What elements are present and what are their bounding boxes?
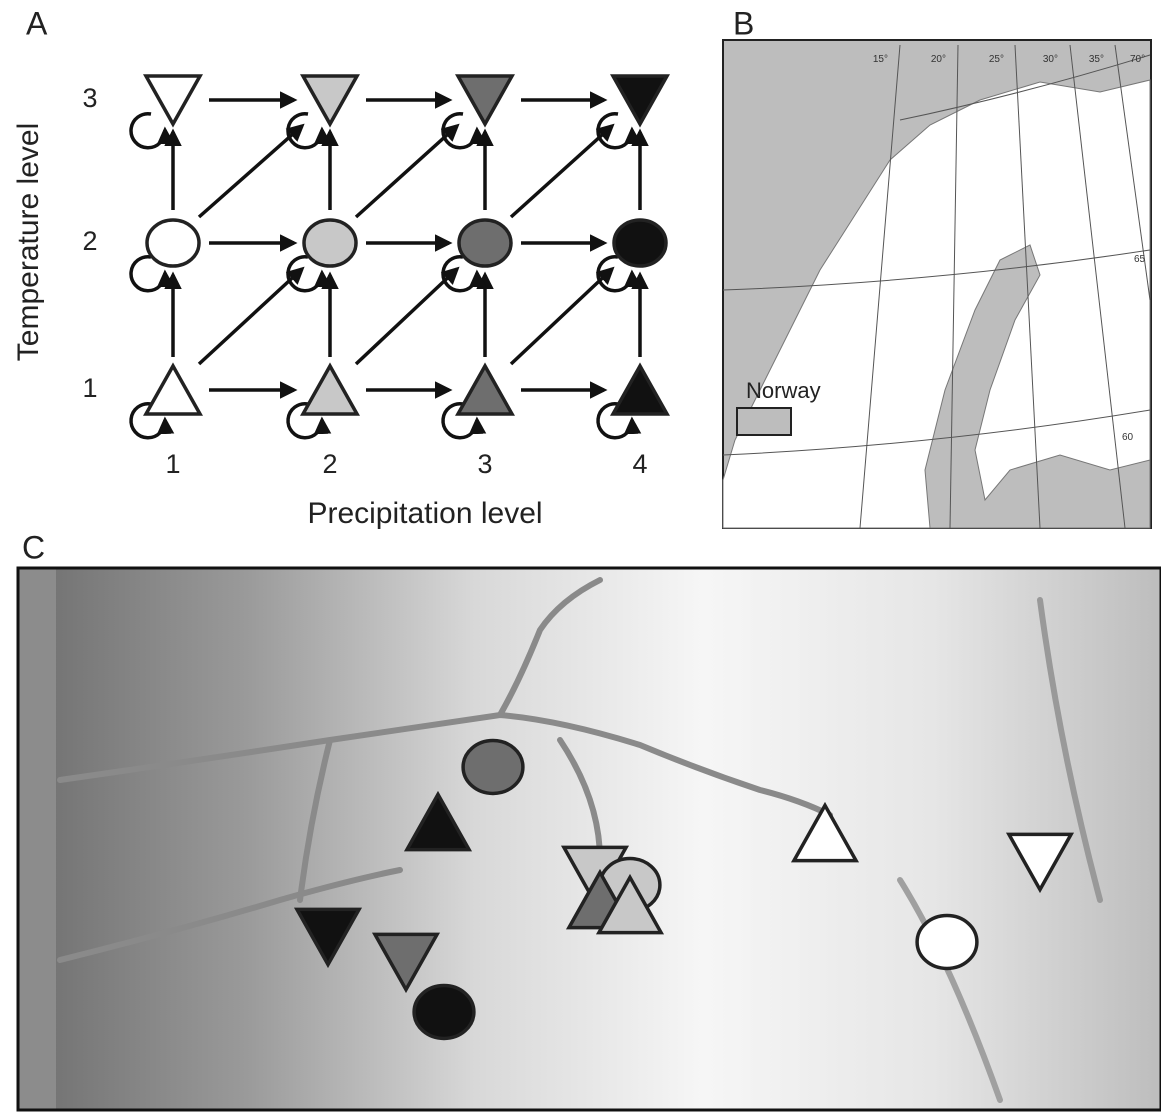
circle-symbol [457,218,513,268]
transition-diagram: 1 2 3 1 2 3 4 [82,74,670,479]
arrow [509,266,615,366]
arrow [197,123,305,219]
self-loop [129,111,175,150]
sea [18,568,56,1110]
triangle-down-symbol [455,74,515,128]
self-loop [286,111,332,150]
self-loop [596,401,642,440]
triangle-up-symbol [403,790,473,852]
arrow [509,123,615,219]
triangle-down-symbol [300,74,360,128]
triangle-up-symbol [595,873,665,935]
latitude-label: 70° [1130,54,1145,65]
terrain-map [16,566,1161,1112]
x-level-label: 4 [632,449,647,479]
triangle-up-symbol [790,801,860,863]
longitude-label: 35° [1089,54,1104,65]
self-loop [286,254,332,293]
fjords [57,577,1103,1103]
self-loop [129,401,175,440]
triangle-up-symbol [610,362,670,416]
panel-label: A [26,5,48,41]
self-loop [441,111,487,150]
self-loop [286,401,332,440]
self-loop [129,254,175,293]
self-loop [596,254,642,293]
y-level-label: 2 [82,226,97,256]
self-loop [596,111,642,150]
x-level-label: 3 [477,449,492,479]
triangle-down-symbol [143,74,203,128]
latitude-label: 65 [1134,254,1146,265]
x-axis-label: Precipitation level [307,497,542,530]
frame [16,566,1161,1112]
y-level-label: 1 [82,373,97,403]
triangle-up-symbol [143,362,203,416]
latitude-label: 60 [1122,432,1134,443]
y-level-label: 3 [82,83,97,113]
legend-label: Norway [746,378,821,403]
y-axis-label: Temperature level [12,123,45,361]
circle-symbol [412,983,476,1041]
longitude-label: 30° [1043,54,1058,65]
arrow [354,123,460,219]
x-level-label: 1 [165,449,180,479]
site-markers [293,738,1075,1041]
triangle-down-symbol [371,932,441,994]
longitude-label: 15° [873,54,888,65]
circle-symbol [461,738,525,796]
terrain [18,568,1161,1110]
longitude-label: 25° [989,54,1004,65]
self-loop [441,254,487,293]
legend-swatch [736,407,792,436]
circle-symbol [612,218,668,268]
panel-label: C [22,529,45,565]
arrow [197,266,305,366]
arrow [354,266,460,366]
self-loop [441,401,487,440]
gulf [924,244,1151,529]
circle-symbol [915,913,979,971]
overview-map: 15° 20° 25° 30° 35° 70° 65 60 Norway [722,39,1152,529]
graticule [722,44,1151,529]
x-level-label: 2 [322,449,337,479]
triangle-down-symbol [1005,832,1075,894]
longitude-label: 20° [931,54,946,65]
circle-symbol [145,218,201,268]
circle-symbol [302,218,358,268]
triangle-up-symbol [300,362,360,416]
triangle-up-symbol [455,362,515,416]
triangle-down-symbol [610,74,670,128]
triangle-down-symbol [293,907,363,969]
panel-label: B [733,5,754,41]
land [722,79,1151,529]
